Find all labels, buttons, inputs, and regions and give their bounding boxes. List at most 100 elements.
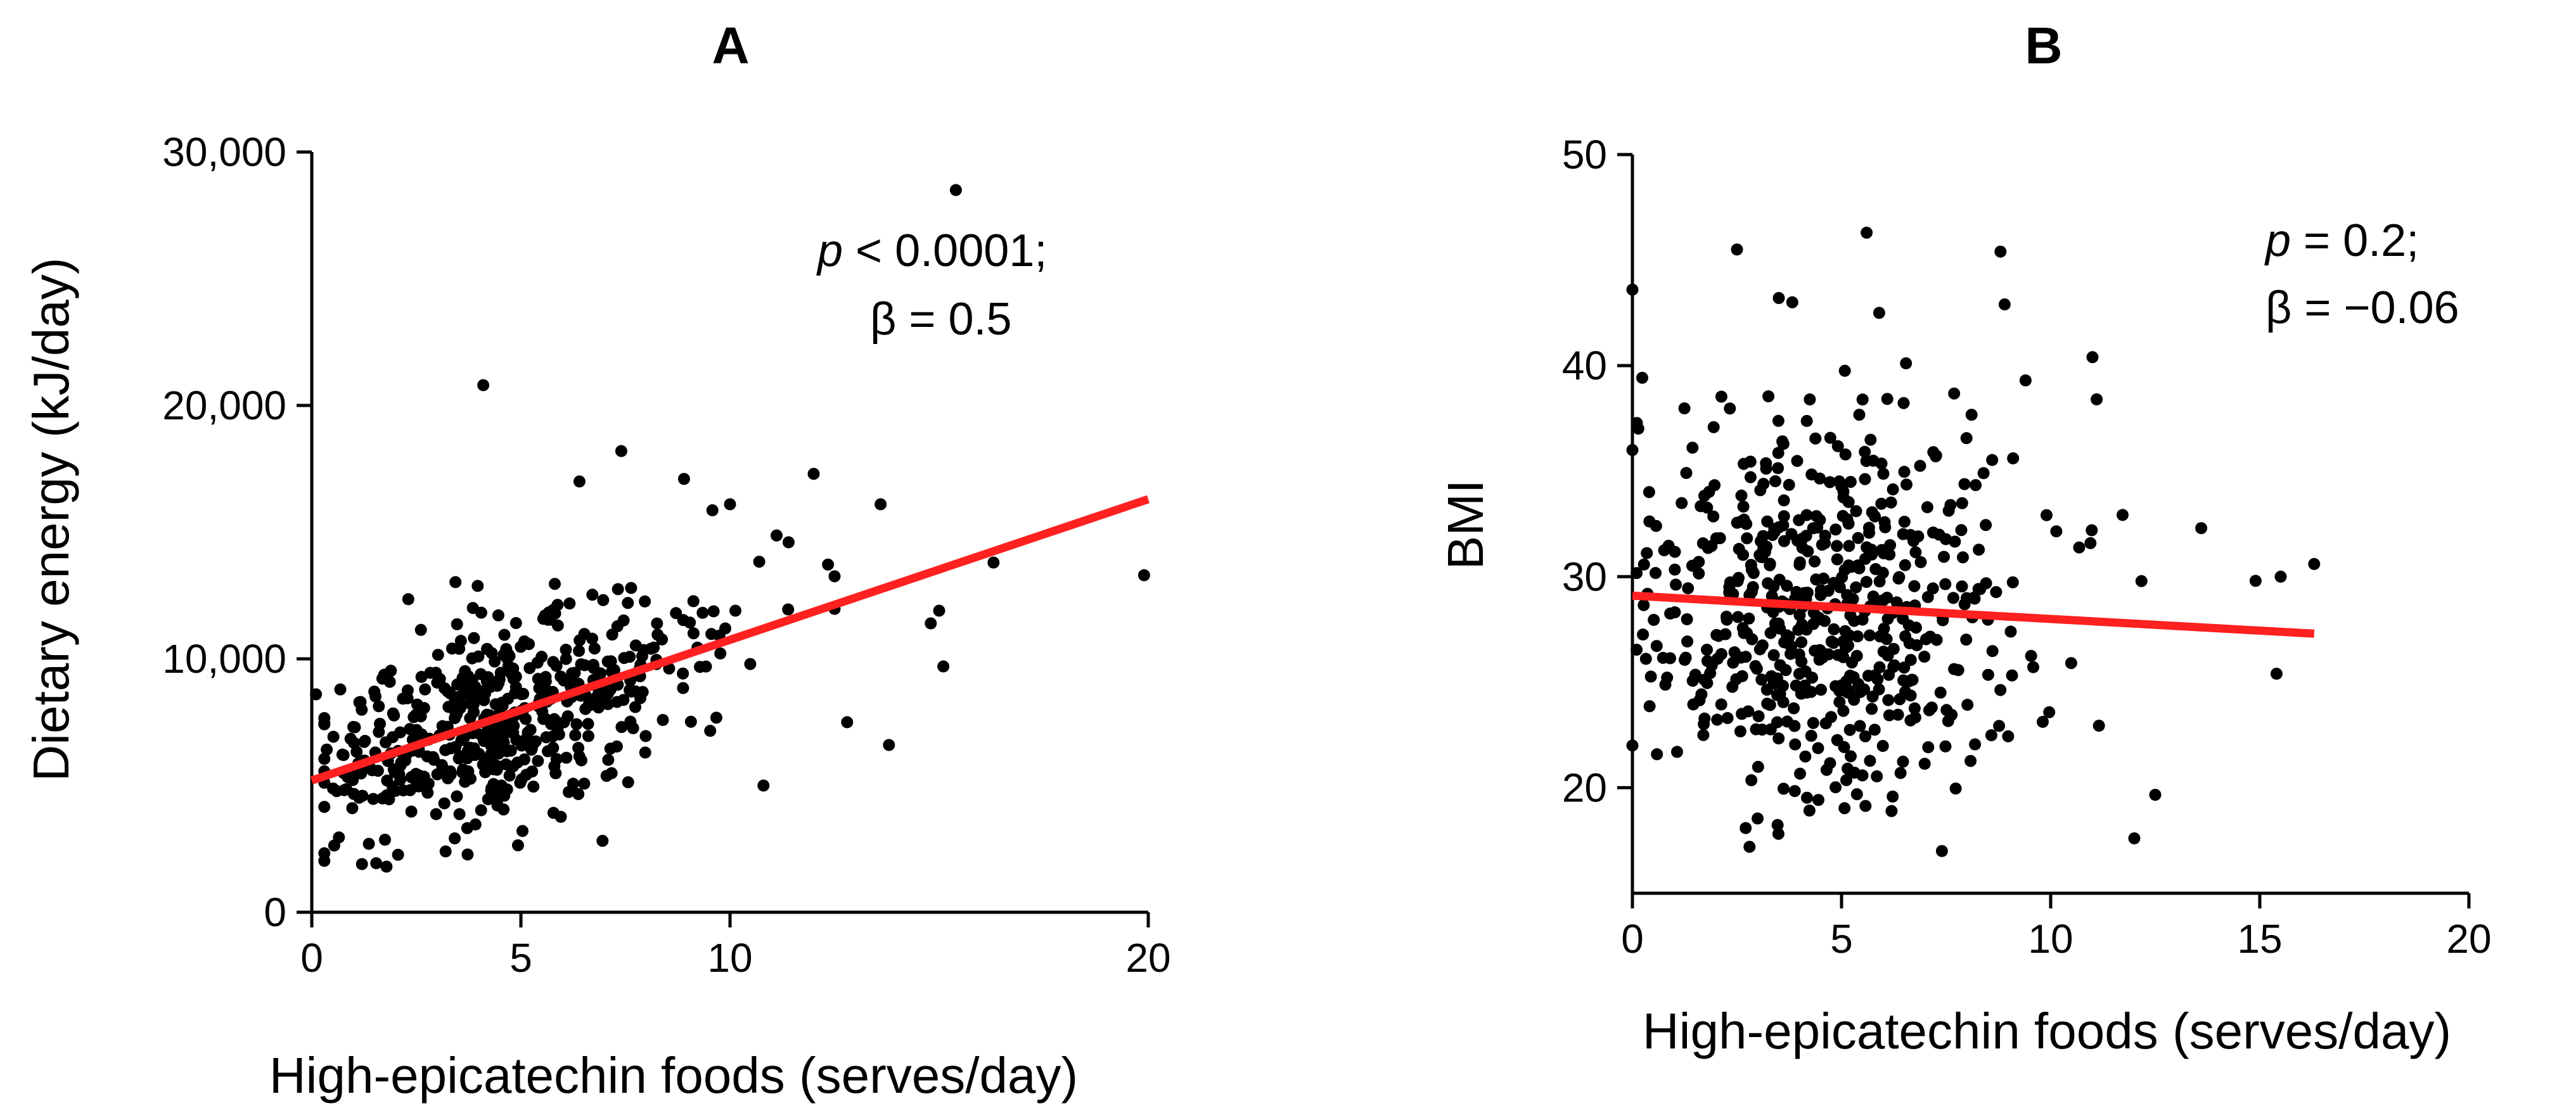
panel-a-data-point [430, 808, 442, 820]
panel-a-data-point [518, 635, 530, 647]
panel-b-data-point [1848, 767, 1861, 779]
panel-a-data-point [397, 692, 409, 705]
panel-b-data-point [1922, 741, 1935, 753]
panel-a-data-point [612, 583, 624, 595]
panel-b-data-point [1737, 500, 1750, 513]
panel-b-data-point [1707, 421, 1720, 433]
panel-a-data-point [622, 597, 634, 609]
panel-a-data-point [374, 718, 386, 730]
panel-b-data-point [1805, 468, 1818, 481]
panel-b-data-point [1926, 582, 1939, 595]
panel-b-data-point [1800, 623, 1813, 636]
panel-b-data-point [1757, 530, 1769, 542]
panel-b-data-point [1831, 540, 1843, 552]
panel-b-data-point [1723, 586, 1736, 599]
panel-b-data-point [1682, 582, 1695, 595]
panel-a-data-point [597, 594, 610, 606]
panel-a-data-point [344, 732, 357, 745]
panel-a-y-tick-label: 10,000 [162, 636, 286, 682]
panel-b-data-point [1686, 559, 1698, 572]
panel-a-data-point [421, 750, 433, 763]
panel-b-data-point [1771, 689, 1783, 701]
panel-a-data-point [567, 777, 579, 790]
panel-a-data-point [373, 700, 385, 713]
panel-b-data-point [1986, 454, 1999, 466]
panel-b-y-tick-label: 40 [1562, 343, 1607, 388]
panel-a-data-point [684, 715, 697, 728]
panel-a-data-point [602, 754, 615, 766]
panel-a-data-point [501, 745, 513, 758]
panel-b-data-point [1750, 723, 1762, 735]
panel-a-data-point [318, 753, 331, 765]
panel-b-x-tick-label: 0 [1621, 916, 1644, 962]
panel-a-data-point [560, 751, 573, 764]
panel-a-data-point [828, 570, 841, 583]
panel-b-data-point [1802, 545, 1814, 557]
panel-b-data-point [2037, 716, 2049, 728]
panel-b-data-point [2084, 537, 2097, 549]
panel-b-data-point [1760, 540, 1773, 553]
panel-b-data-point [1745, 774, 1758, 787]
panel-b-data-point [1887, 483, 1899, 495]
panel-a-data-point [489, 655, 501, 668]
panel-b-data-point [2086, 351, 2099, 364]
panel-a-data-point [618, 652, 631, 665]
panel-a-data-point [639, 595, 651, 608]
panel-b-data-point [1871, 770, 1883, 782]
panel-b-data-point [1850, 788, 1863, 801]
panel-a-data-point [707, 605, 720, 618]
panel-a-data-point [449, 741, 462, 753]
panel-b-data-point [1794, 767, 1806, 780]
panel-a-data-point [503, 769, 516, 782]
panel-a-data-point [596, 834, 609, 847]
panel-b-data-point [1876, 740, 1889, 752]
panel-a-data-point [615, 721, 628, 734]
panel-b-data-point [1998, 298, 2011, 310]
panel-b-data-point [1952, 664, 1964, 677]
panel-b-data-point [1738, 627, 1750, 639]
panel-b-data-point [1651, 748, 1663, 761]
panel-b-data-point [1705, 659, 1718, 672]
panel-b-data-point [1949, 782, 1962, 795]
panel-b-data-point [2027, 661, 2039, 673]
panel-a-data-point [677, 473, 690, 485]
panel-b-data-point [1809, 555, 1821, 568]
panel-a-data-point [604, 742, 617, 755]
panel-b-data-point [1756, 639, 1769, 652]
panel-b-data-point [1738, 457, 1750, 470]
panel-a-data-point [414, 623, 427, 636]
panel-b-data-point [1933, 528, 1945, 541]
panel-b-data-point [2195, 522, 2208, 535]
panel-b-x-tick-label: 20 [2446, 916, 2491, 962]
panel-b-data-point [1956, 497, 1968, 509]
panel-b-data-point [1812, 794, 1824, 806]
panel-b-data-point [1744, 471, 1757, 483]
panel-a-data-point [402, 593, 414, 606]
panel-b-data-point [1859, 730, 1871, 742]
panel-b-data-point [1958, 478, 1971, 490]
panel-a-data-point [449, 832, 461, 844]
panel-a-data-point [638, 644, 650, 656]
panel-b-data-point [2086, 524, 2098, 537]
panel-a-data-point [497, 803, 510, 816]
panel-b-data-point [1656, 652, 1669, 664]
panel-a-x-tick-label: 20 [1125, 935, 1170, 981]
panel-a-data-point [578, 777, 591, 790]
panel-b-data-point [2274, 570, 2287, 583]
panel-a-data-point [347, 787, 360, 800]
panel-a-y-tick-label: 20,000 [162, 383, 286, 428]
panel-b-data-point [1637, 599, 1650, 611]
panel-a-chart: A High-epicatechin foods (serves/day) Di… [23, 17, 1171, 1104]
panel-b-x-axis-label: High-epicatechin foods (serves/day) [1643, 1003, 2451, 1059]
panel-b-data-point [1695, 500, 1707, 513]
panel-a-data-point [509, 687, 522, 699]
panel-b-data-point [1731, 516, 1743, 529]
panel-b-data-point [1898, 466, 1911, 478]
panel-b-data-point [1986, 645, 1999, 658]
panel-a-data-point [540, 731, 553, 744]
panel-a-data-point [431, 768, 444, 780]
panel-b-regression-line [1632, 591, 2315, 638]
panel-a-data-point [392, 848, 404, 861]
panel-b-data-point [1670, 578, 1682, 591]
panel-b-data-point [1863, 629, 1876, 642]
